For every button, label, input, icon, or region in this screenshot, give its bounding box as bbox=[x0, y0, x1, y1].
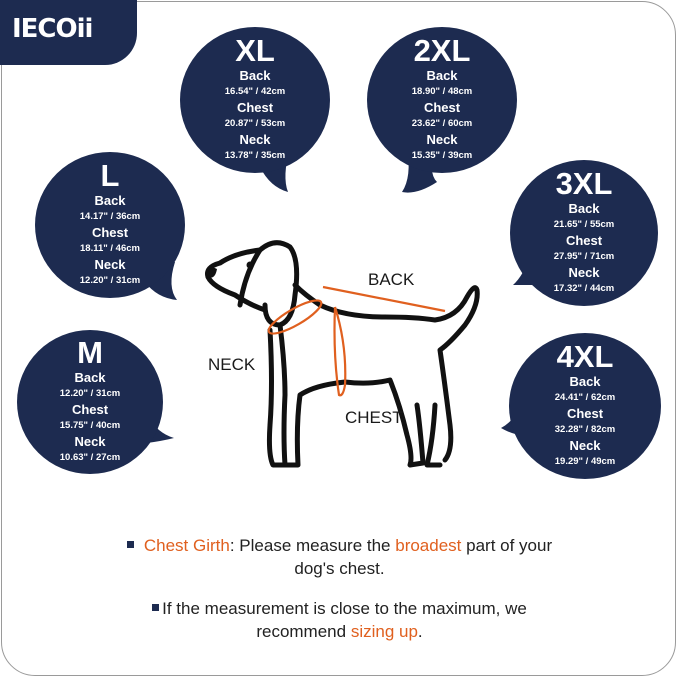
chest-value: 20.87" / 53cm bbox=[224, 118, 286, 129]
size-label: 2XL bbox=[413, 33, 471, 68]
neck-label: Neck bbox=[568, 265, 600, 280]
broadest-highlight: broadest bbox=[395, 536, 462, 555]
note-text: recommend bbox=[256, 622, 351, 641]
back-value: 21.65" / 55cm bbox=[553, 219, 615, 230]
size-label: L bbox=[100, 158, 120, 193]
chest-value: 18.11" / 46cm bbox=[80, 243, 140, 254]
back-label: Back bbox=[74, 370, 106, 385]
size-label: XL bbox=[235, 33, 275, 68]
neck-label: Neck bbox=[74, 434, 106, 449]
brand-logo: IECOii bbox=[0, 0, 137, 65]
neck-value: 19.29" / 49cm bbox=[554, 456, 616, 467]
chest-value: 32.28" / 82cm bbox=[554, 424, 616, 435]
back-value: 14.17" / 36cm bbox=[79, 211, 141, 222]
size-bubble-3xl: 3XL Back 21.65" / 55cm Chest 27.95" / 71… bbox=[510, 160, 658, 306]
dog-eye bbox=[246, 261, 254, 269]
size-bubble-xl: XL Back 16.54" / 42cm Chest 20.87" / 53c… bbox=[180, 27, 330, 192]
back-measure-line bbox=[322, 285, 446, 313]
neck-value: 17.32" / 44cm bbox=[553, 283, 615, 294]
note-text: . bbox=[417, 622, 423, 641]
back-label: Back bbox=[426, 68, 458, 83]
size-label: 3XL bbox=[555, 166, 613, 201]
neck-value: 13.78" / 35cm bbox=[224, 150, 286, 161]
chest-measure-line bbox=[333, 306, 347, 397]
size-bubble-4xl: 4XL Back 24.41" / 62cm Chest 32.28" / 82… bbox=[501, 333, 661, 479]
size-bubble-2xl: 2XL Back 18.90" / 48cm Chest 23.62" / 60… bbox=[367, 27, 517, 193]
neck-label: Neck bbox=[239, 132, 271, 147]
chest-girth-note: Chest Girth: Please measure the broadest… bbox=[0, 534, 679, 580]
note-text: part of your bbox=[461, 536, 553, 555]
note-text: : Please measure the bbox=[229, 536, 396, 555]
sizing-up-highlight: sizing up bbox=[350, 622, 418, 641]
back-value: 24.41" / 62cm bbox=[554, 392, 616, 403]
brand-logo-text: IECOii bbox=[12, 14, 93, 44]
dog-nose bbox=[208, 267, 217, 278]
size-label: 4XL bbox=[556, 339, 614, 374]
chest-label: Chest bbox=[71, 402, 109, 417]
chest-value: 23.62" / 60cm bbox=[411, 118, 473, 129]
chest-value: 15.75" / 40cm bbox=[59, 420, 121, 431]
chest-label: Chest bbox=[565, 233, 603, 248]
neck-label: Neck bbox=[426, 132, 458, 147]
back-label: Back bbox=[569, 374, 601, 389]
note-text: If the measurement is close to the maxim… bbox=[162, 599, 527, 618]
neck-value: 15.35" / 39cm bbox=[411, 150, 473, 161]
neck-measure-line bbox=[267, 299, 323, 335]
size-label: M bbox=[77, 335, 103, 370]
neck-value: 10.63" / 27cm bbox=[59, 452, 121, 463]
dog-measurement-illustration bbox=[205, 240, 480, 468]
back-value: 18.90" / 48cm bbox=[411, 86, 473, 97]
bullet-icon bbox=[152, 604, 160, 612]
back-value: 16.54" / 42cm bbox=[224, 86, 286, 97]
size-bubble-l: L Back 14.17" / 36cm Chest 18.11" / 46cm… bbox=[35, 152, 185, 300]
chest-label: Chest bbox=[236, 100, 274, 115]
neck-diagram-label: NECK bbox=[208, 355, 256, 374]
back-value: 12.20" / 31cm bbox=[59, 388, 121, 399]
chest-label: Chest bbox=[423, 100, 461, 115]
sizing-up-note: If the measurement is close to the maxim… bbox=[0, 597, 679, 643]
back-label: Back bbox=[239, 68, 271, 83]
neck-value: 12.20" / 31cm bbox=[79, 275, 141, 286]
size-bubble-m: M Back 12.20" / 31cm Chest 15.75" / 40cm… bbox=[17, 330, 174, 474]
chest-label: Chest bbox=[91, 225, 129, 240]
chest-label: Chest bbox=[566, 406, 604, 421]
chest-girth-term: Chest Girth bbox=[143, 536, 230, 555]
back-label: Back bbox=[568, 201, 600, 216]
neck-label: Neck bbox=[94, 257, 126, 272]
back-diagram-label: BACK bbox=[368, 270, 415, 289]
chest-diagram-label: CHEST bbox=[345, 408, 403, 427]
chest-value: 27.95" / 71cm bbox=[553, 251, 615, 262]
back-label: Back bbox=[94, 193, 126, 208]
note-text: dog's chest. bbox=[294, 559, 385, 578]
bullet-icon bbox=[126, 541, 134, 549]
neck-label: Neck bbox=[569, 438, 601, 453]
